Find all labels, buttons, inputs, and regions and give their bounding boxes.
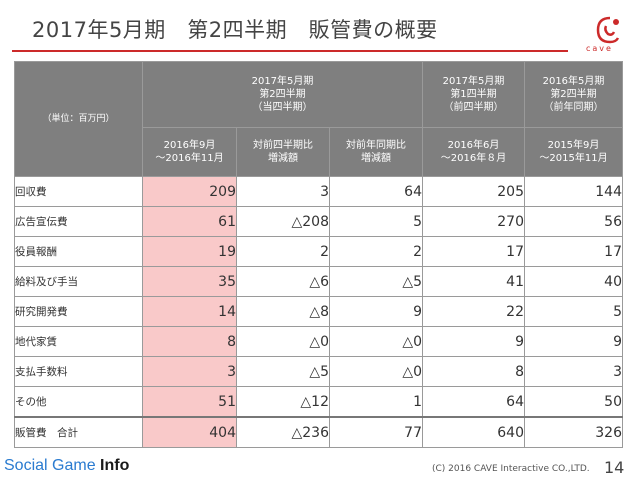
prev-year-value: 50 <box>524 386 623 418</box>
qoq-value: 3 <box>236 176 330 207</box>
qoq-value: △5 <box>236 356 330 387</box>
prev-quarter-value: 22 <box>422 296 525 327</box>
prev-year-value: 40 <box>524 266 623 297</box>
table-row: その他 51 △12 1 64 50 <box>14 386 623 418</box>
total-label: 販管費 合計 <box>14 416 143 448</box>
page-number: 14 <box>604 458 625 477</box>
prev-year-value: 5 <box>524 296 623 327</box>
yoy-value: 5 <box>329 206 423 237</box>
current-value: 3 <box>142 356 237 387</box>
current-value: 8 <box>142 326 237 357</box>
qoq-value: 2 <box>236 236 330 267</box>
total-row: 販管費 合計 404 △236 77 640 326 <box>14 416 623 448</box>
yoy-value: 9 <box>329 296 423 327</box>
yoy-value: △5 <box>329 266 423 297</box>
footer-brand: Social Game Info <box>4 457 129 475</box>
total-prev-quarter-value: 640 <box>422 416 525 448</box>
table-row: 支払手数料 3 △5 △0 8 3 <box>14 356 623 387</box>
prev-quarter-value: 64 <box>422 386 525 418</box>
qoq-change-header: 対前四半期比 増減額 <box>236 127 330 177</box>
current-value: 19 <box>142 236 237 267</box>
table-row: 広告宣伝費 61 △208 5 270 56 <box>14 206 623 237</box>
yoy-value: 2 <box>329 236 423 267</box>
prev-year-period-header: 2015年9月 ～2015年11月 <box>524 127 623 177</box>
prev-quarter-value: 270 <box>422 206 525 237</box>
row-label: 支払手数料 <box>14 356 143 387</box>
prev-year-header: 2016年5月期 第2四半期 （前年同期） <box>524 61 623 128</box>
prev-year-value: 17 <box>524 236 623 267</box>
prev-year-value: 3 <box>524 356 623 387</box>
table-row: 役員報酬 19 2 2 17 17 <box>14 236 623 267</box>
table-row: 研究開発費 14 △8 9 22 5 <box>14 296 623 327</box>
current-value: 51 <box>142 386 237 418</box>
prev-quarter-period-header: 2016年6月 ～2016年８月 <box>422 127 525 177</box>
unit-header: （単位：百万円） <box>14 61 143 177</box>
qoq-value: △8 <box>236 296 330 327</box>
qoq-value: △12 <box>236 386 330 418</box>
current-quarter-header: 2017年5月期 第2四半期 （当四半期） <box>142 61 423 128</box>
yoy-change-header: 対前年同期比 増減額 <box>329 127 423 177</box>
cave-logo <box>596 16 620 44</box>
row-label: 回収費 <box>14 176 143 207</box>
prev-year-value: 9 <box>524 326 623 357</box>
row-label: 役員報酬 <box>14 236 143 267</box>
prev-quarter-value: 8 <box>422 356 525 387</box>
prev-quarter-value: 41 <box>422 266 525 297</box>
sga-table: （単位：百万円） 2017年5月期 第2四半期 （当四半期） 2017年5月期 … <box>14 61 623 448</box>
total-current-value: 404 <box>142 416 237 448</box>
title-divider <box>12 50 568 52</box>
current-value: 14 <box>142 296 237 327</box>
qoq-value: △0 <box>236 326 330 357</box>
copyright: (C) 2016 CAVE Interactive CO.,LTD. <box>432 464 590 474</box>
slide-title: 2017年5月期 第2四半期 販管費の概要 <box>32 18 438 42</box>
qoq-value: △208 <box>236 206 330 237</box>
table-row: 回収費 209 3 64 205 144 <box>14 176 623 207</box>
current-value: 209 <box>142 176 237 207</box>
brand-light: Social Game <box>4 457 101 474</box>
row-label: 研究開発費 <box>14 296 143 327</box>
current-value: 61 <box>142 206 237 237</box>
row-label: 地代家賃 <box>14 326 143 357</box>
yoy-value: △0 <box>329 326 423 357</box>
yoy-value: △0 <box>329 356 423 387</box>
current-value: 35 <box>142 266 237 297</box>
current-period-header: 2016年9月 ～2016年11月 <box>142 127 237 177</box>
row-label: 給料及び手当 <box>14 266 143 297</box>
prev-quarter-value: 17 <box>422 236 525 267</box>
logo-wordmark: cave <box>586 44 613 53</box>
row-label: 広告宣伝費 <box>14 206 143 237</box>
yoy-value: 64 <box>329 176 423 207</box>
table-row: 地代家賃 8 △0 △0 9 9 <box>14 326 623 357</box>
table-row: 給料及び手当 35 △6 △5 41 40 <box>14 266 623 297</box>
total-prev-year-value: 326 <box>524 416 623 448</box>
prev-year-value: 56 <box>524 206 623 237</box>
brand-bold: Info <box>100 457 130 474</box>
prev-year-value: 144 <box>524 176 623 207</box>
row-label: その他 <box>14 386 143 418</box>
prev-quarter-value: 205 <box>422 176 525 207</box>
yoy-value: 1 <box>329 386 423 418</box>
total-yoy-value: 77 <box>329 416 423 448</box>
prev-quarter-value: 9 <box>422 326 525 357</box>
qoq-value: △6 <box>236 266 330 297</box>
prev-quarter-header: 2017年5月期 第1四半期 （前四半期） <box>422 61 525 128</box>
total-qoq-value: △236 <box>236 416 330 448</box>
